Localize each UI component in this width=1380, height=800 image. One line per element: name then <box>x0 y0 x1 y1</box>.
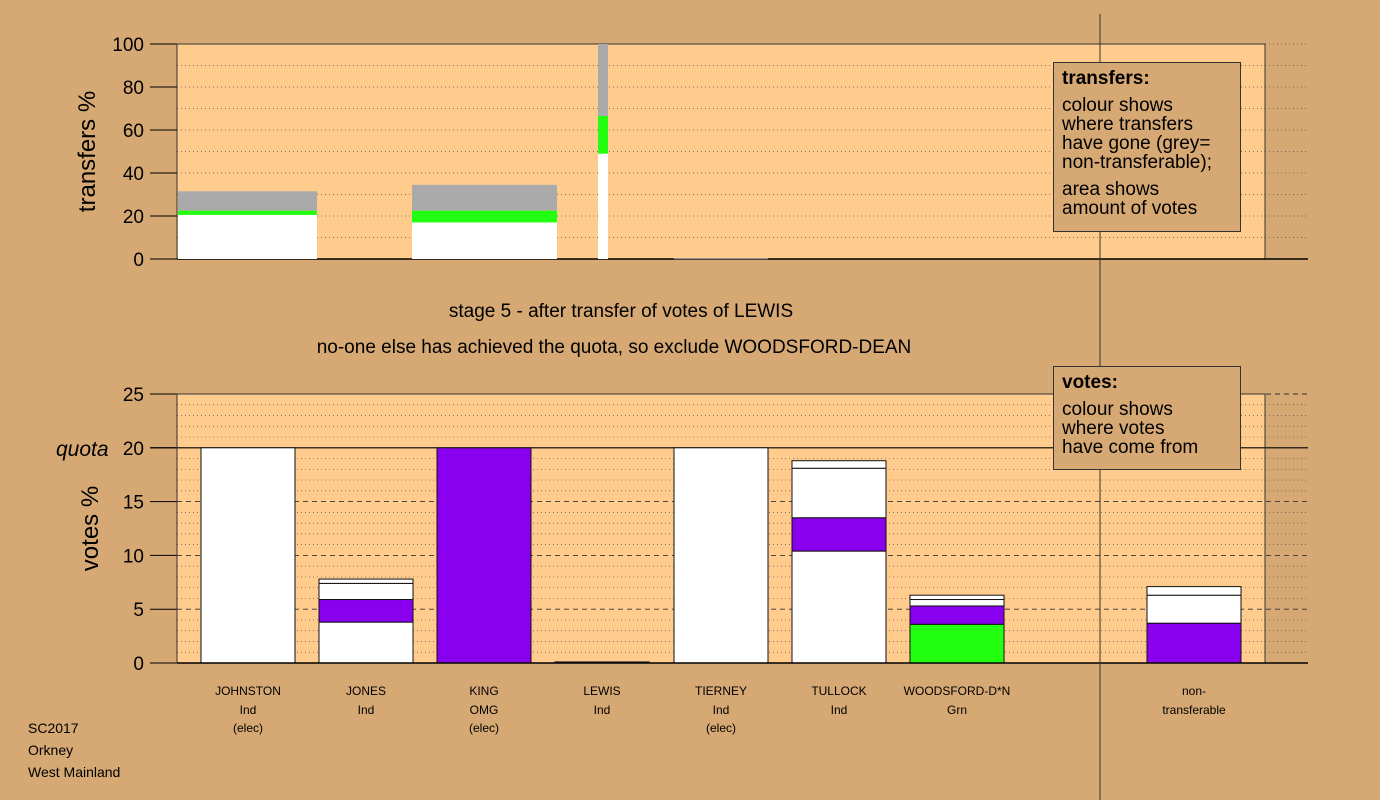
category-note: (elec) <box>706 721 736 735</box>
votes-bar-segment <box>673 447 769 664</box>
votes-bar-segment <box>200 447 296 664</box>
votes-tick-label: 15 <box>123 493 144 514</box>
category-party: OMG <box>470 703 499 717</box>
category-name: JONES <box>346 684 386 698</box>
votes-legend-line: where votes <box>1062 418 1165 439</box>
votes-bar-segment <box>909 605 1005 625</box>
stage-decision: no-one else has achieved the quota, so e… <box>316 337 912 358</box>
votes-bar-segment <box>318 578 414 584</box>
votes-bar-segment <box>1146 622 1242 664</box>
category-name: TULLOCK <box>811 684 866 698</box>
footer-election: SC2017 <box>28 720 79 736</box>
transfers-legend-line: where transfers <box>1062 114 1193 135</box>
votes-bar-segment <box>318 599 414 623</box>
transfers-legend-title: transfers: <box>1062 68 1150 89</box>
votes-tick-label: 25 <box>123 385 144 406</box>
votes-bar-segment <box>909 599 1005 607</box>
category-party: Grn <box>947 703 967 717</box>
category-name: WOODSFORD-D*N <box>904 684 1011 698</box>
quota-label: quota <box>56 438 109 461</box>
category-party: Ind <box>240 703 257 717</box>
transfers-tick-label: 80 <box>123 78 144 99</box>
transfers-axis-label: transfers % <box>74 91 101 212</box>
transfers-legend: transfers: colour shows where transfers … <box>1053 62 1241 232</box>
footer-ward: West Mainland <box>28 764 121 780</box>
transfers-legend-line: have gone (grey= <box>1062 133 1211 154</box>
category-name: TIERNEY <box>695 684 747 698</box>
category-name: LEWIS <box>583 684 620 698</box>
votes-legend-line: colour shows <box>1062 399 1173 420</box>
votes-tick-label: 5 <box>133 600 144 621</box>
votes-bar-segment <box>791 517 887 552</box>
category-name: JOHNSTON <box>215 684 281 698</box>
votes-bar-segment <box>318 621 414 664</box>
transfers-bar-segment <box>598 116 608 154</box>
category-party: transferable <box>1162 703 1226 717</box>
transfers-tick-label: 40 <box>123 164 144 185</box>
votes-tick-label: 20 <box>123 439 144 460</box>
votes-bar-segment <box>909 594 1005 601</box>
category-party: Ind <box>831 703 848 717</box>
transfers-bar-segment <box>412 222 557 259</box>
transfers-legend-line: colour shows <box>1062 95 1173 116</box>
votes-bar-segment <box>909 623 1005 664</box>
transfers-bar-segment <box>598 44 608 117</box>
category-name: non- <box>1182 684 1206 698</box>
transfers-bar-segment <box>412 210 557 223</box>
transfers-tick-label: 0 <box>133 250 144 271</box>
footer-council: Orkney <box>28 742 74 758</box>
votes-bar-segment <box>1146 594 1242 624</box>
category-party: Ind <box>713 703 730 717</box>
transfers-tick-label: 20 <box>123 207 144 228</box>
votes-bar-segment <box>1146 586 1242 596</box>
votes-axis-label: votes % <box>77 486 104 571</box>
votes-bar-segment <box>791 467 887 519</box>
category-name: KING <box>469 684 498 698</box>
votes-bar-segment <box>791 550 887 664</box>
votes-tick-label: 0 <box>133 654 144 675</box>
votes-legend-title: votes: <box>1062 372 1118 393</box>
transfers-bar-segment <box>178 210 317 215</box>
transfers-legend-line: amount of votes <box>1062 198 1198 219</box>
votes-bar-segment <box>436 447 532 664</box>
transfers-bar-segment <box>598 153 608 259</box>
stage-description: stage 5 - after transfer of votes of LEW… <box>448 301 794 322</box>
votes-legend-line: have come from <box>1062 437 1199 458</box>
category-party: Ind <box>358 703 375 717</box>
transfers-bar-segment <box>412 184 557 211</box>
votes-legend: votes: colour shows where votes have com… <box>1053 366 1241 470</box>
category-party: Ind <box>594 703 611 717</box>
transfers-tick-label: 60 <box>123 121 144 142</box>
votes-bar-segment <box>318 582 414 601</box>
votes-chart: 0 5 10 15 20 25 quota votes % JOHNSTON Ind (elec) J… <box>56 385 1308 735</box>
transfers-legend-line: area shows <box>1062 179 1160 200</box>
transfers-tick-label: 100 <box>112 35 144 56</box>
transfers-bar-segment <box>674 258 768 260</box>
votes-bar-segment <box>791 460 887 469</box>
transfers-legend-line: non-transferable); <box>1062 152 1212 173</box>
votes-tick-label: 10 <box>123 546 144 567</box>
transfers-bar-segment <box>178 191 317 211</box>
transfers-bar-segment <box>178 214 317 259</box>
category-note: (elec) <box>233 721 263 735</box>
category-note: (elec) <box>469 721 499 735</box>
